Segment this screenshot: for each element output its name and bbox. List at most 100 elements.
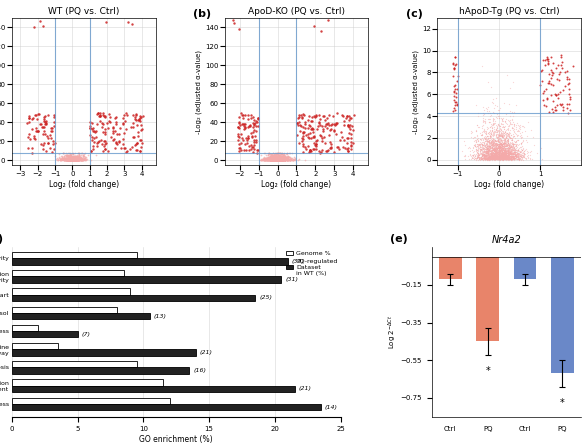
Point xyxy=(495,152,504,159)
Point xyxy=(494,106,503,113)
Point xyxy=(73,156,82,164)
Point xyxy=(497,137,507,144)
Point xyxy=(130,141,140,148)
Point xyxy=(504,144,514,151)
Point xyxy=(238,115,248,122)
Point xyxy=(510,146,519,153)
Point xyxy=(487,144,497,151)
Point xyxy=(480,154,489,161)
Point xyxy=(495,155,504,163)
Point xyxy=(276,154,285,161)
Point xyxy=(492,152,501,159)
Point xyxy=(259,155,268,162)
Point xyxy=(477,155,487,162)
Point xyxy=(275,154,284,161)
Point xyxy=(498,142,508,149)
Point xyxy=(491,148,500,155)
Point xyxy=(475,153,484,160)
Point xyxy=(58,155,67,162)
Point xyxy=(495,153,504,160)
Point xyxy=(478,109,487,116)
Point xyxy=(517,147,526,155)
Point xyxy=(70,155,80,162)
Point xyxy=(266,157,275,164)
Point xyxy=(497,123,507,130)
Point xyxy=(266,155,275,162)
Point xyxy=(70,156,80,163)
Point xyxy=(505,149,515,156)
Point xyxy=(496,151,505,159)
Point xyxy=(518,151,527,159)
Point xyxy=(256,156,265,164)
Point xyxy=(133,128,142,135)
Point xyxy=(88,142,97,150)
Point xyxy=(514,155,523,162)
Point xyxy=(487,139,496,146)
Point xyxy=(498,152,508,159)
Point xyxy=(283,150,292,157)
Point xyxy=(496,146,505,154)
Point xyxy=(503,133,512,140)
Point xyxy=(483,155,492,162)
Point xyxy=(281,155,291,162)
Point xyxy=(478,151,488,159)
Point xyxy=(62,157,72,164)
Point xyxy=(278,154,288,161)
Text: (e): (e) xyxy=(390,234,407,244)
Point xyxy=(271,155,280,163)
Point xyxy=(266,155,275,163)
Point xyxy=(488,153,498,160)
Point xyxy=(505,155,515,162)
Point xyxy=(80,156,90,163)
Point xyxy=(57,154,66,161)
Point xyxy=(497,152,506,159)
Point xyxy=(278,156,288,163)
Point xyxy=(494,151,504,158)
Point xyxy=(490,151,500,158)
Point xyxy=(68,154,77,161)
Point xyxy=(500,139,510,146)
Point xyxy=(512,152,522,159)
Point xyxy=(492,155,501,162)
Point xyxy=(81,156,90,163)
Point xyxy=(507,155,517,163)
Point xyxy=(490,149,500,156)
Point xyxy=(490,119,499,126)
Point xyxy=(269,156,279,163)
Point xyxy=(492,152,501,159)
Point xyxy=(476,149,485,156)
Point xyxy=(479,117,488,124)
Point xyxy=(479,138,488,146)
Point xyxy=(488,152,497,159)
Point xyxy=(484,145,494,152)
Point xyxy=(276,155,285,162)
Point xyxy=(480,151,489,158)
Point xyxy=(278,155,287,162)
Point xyxy=(72,154,81,161)
Point xyxy=(497,152,506,159)
Point xyxy=(60,155,70,162)
Point xyxy=(487,152,496,159)
Point xyxy=(503,146,512,154)
Point xyxy=(494,142,503,149)
Point xyxy=(264,156,273,163)
Point xyxy=(75,155,85,162)
Point xyxy=(269,157,278,164)
Point xyxy=(505,139,515,146)
Point xyxy=(507,152,517,159)
Point xyxy=(488,155,498,163)
Point xyxy=(504,155,513,162)
Point xyxy=(494,128,504,135)
Point xyxy=(495,131,505,138)
Point xyxy=(267,156,276,164)
Point xyxy=(515,155,525,162)
Point xyxy=(504,155,513,162)
Point xyxy=(497,148,507,155)
Point xyxy=(494,152,503,159)
Point xyxy=(484,155,494,162)
Point xyxy=(294,139,303,146)
Point xyxy=(485,144,494,151)
Point xyxy=(492,155,502,163)
Point xyxy=(482,150,491,157)
Point xyxy=(95,112,104,119)
